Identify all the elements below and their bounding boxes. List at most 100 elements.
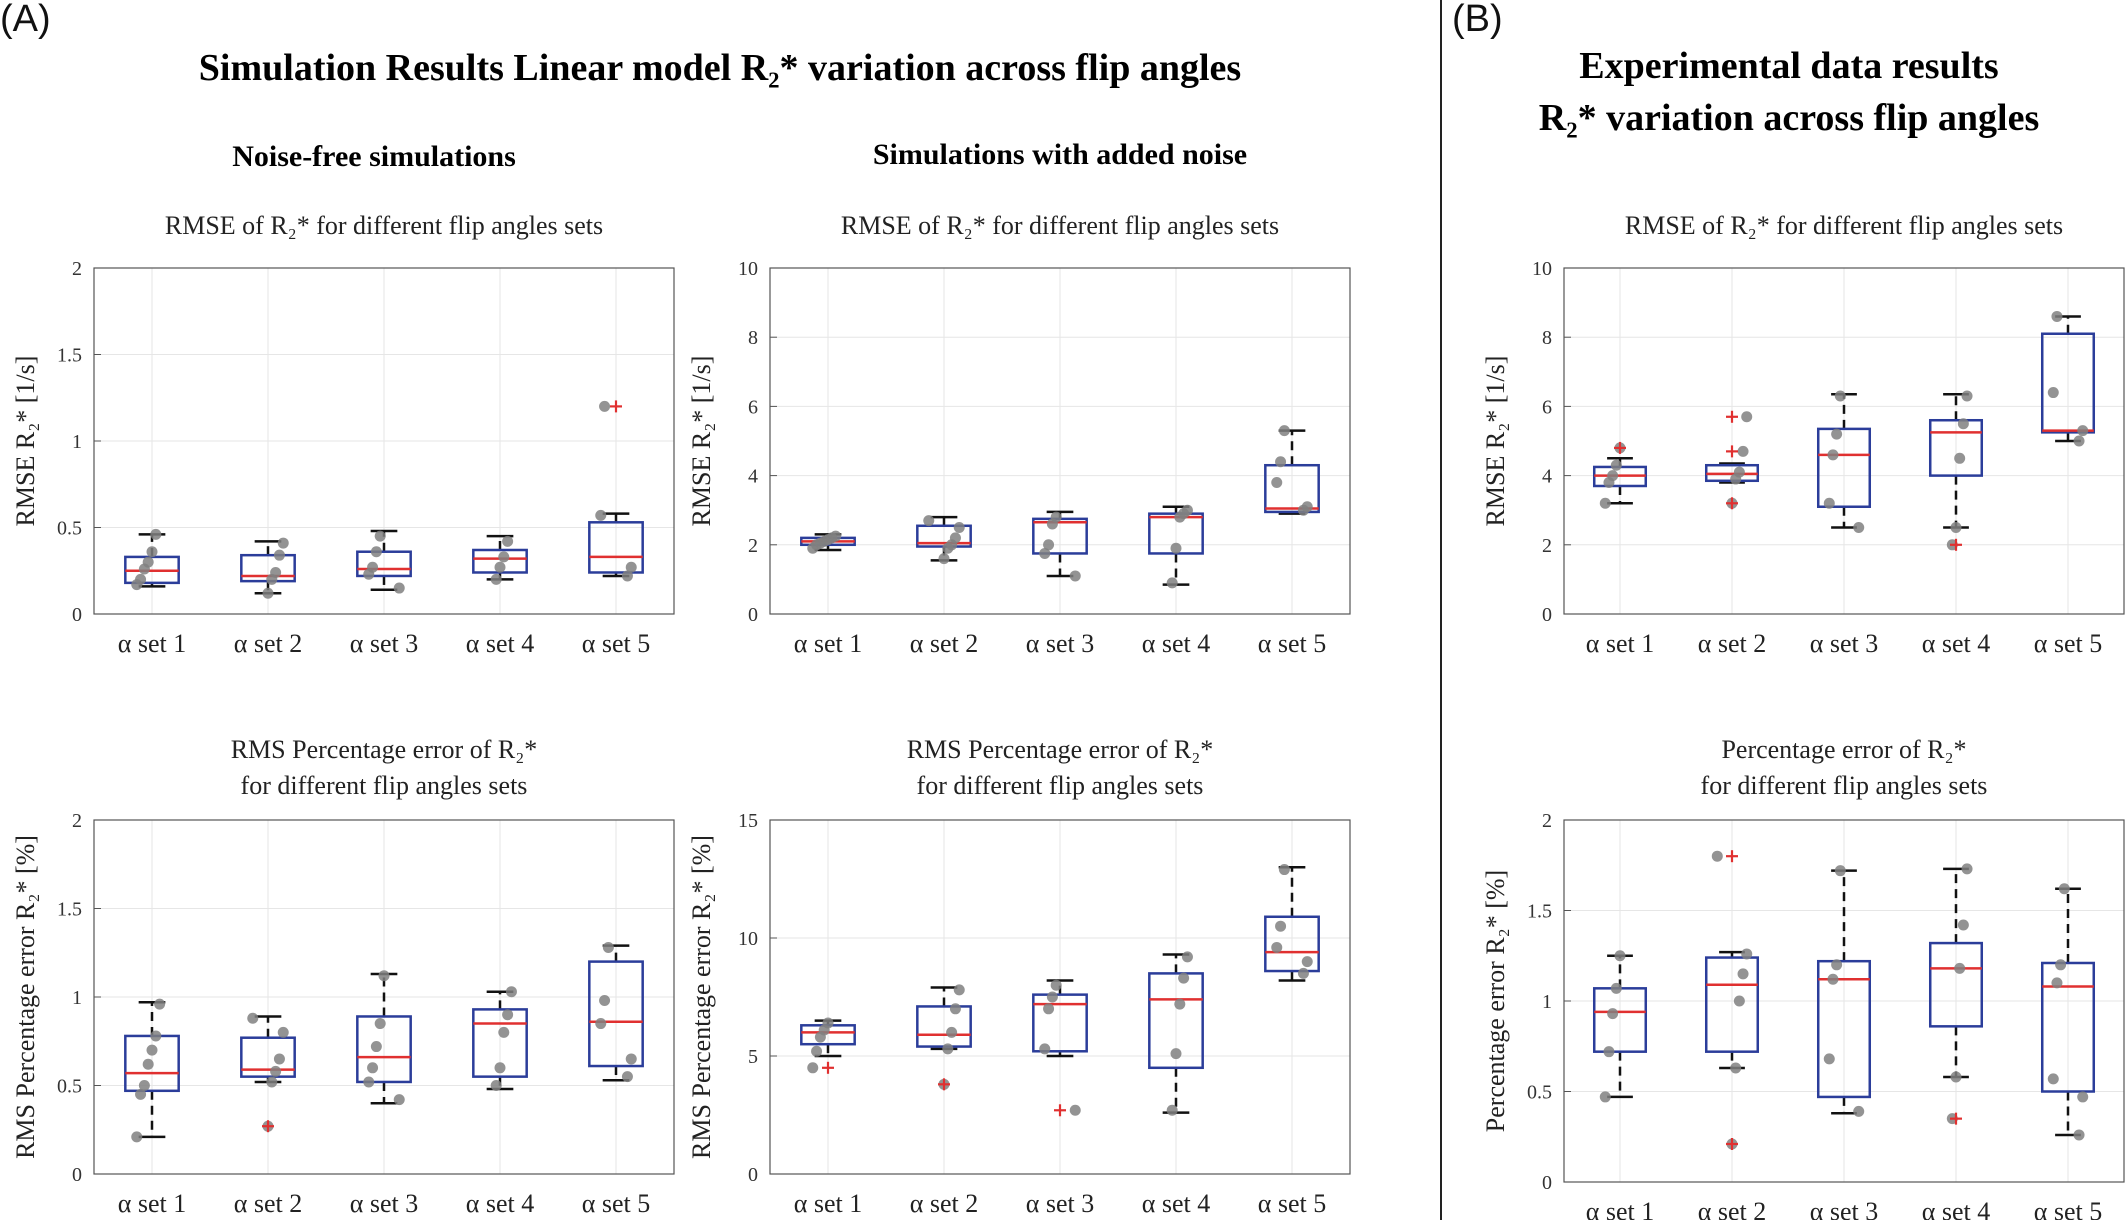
x-tick-label: α set 1 [794,629,863,658]
x-tick-label: α set 2 [910,629,979,658]
data-point [1957,418,1969,430]
data-point [1610,982,1622,994]
y-tick-label: 0.5 [57,1076,82,1098]
data-point [1823,497,1835,509]
box-iqr [356,1015,412,1084]
y-tick-label: 0 [748,1164,758,1186]
data-point [374,530,386,542]
y-tick-label: 15 [738,810,758,832]
box-iqr [1264,463,1320,514]
data-point [277,537,289,549]
data-point [822,1017,834,1029]
y-tick-label: 1 [72,431,82,453]
data-point [1301,501,1313,513]
data-point [393,1094,405,1106]
panel-a-title: Simulation Results Linear model R₂* vari… [198,47,1242,89]
y-tick-label: 0.5 [1527,1082,1552,1104]
data-point [135,573,147,585]
data-point [266,1076,278,1088]
x-tick-label: α set 1 [794,1189,863,1218]
box-2 [916,515,972,565]
y-tick-label: 10 [738,258,758,280]
data-point [490,573,502,585]
data-point [1181,951,1193,963]
chart-title-line: for different flip angles sets [241,771,528,800]
data-point [1297,967,1309,979]
x-tick-label: α set 1 [118,629,187,658]
plot-frame [93,819,675,1175]
data-point [811,1045,823,1057]
panel-b-title-line1: Experimental data results [1579,45,1999,87]
box-4 [1928,863,1984,1125]
box-iqr [1704,956,1760,1053]
x-tick-label: α set 4 [1922,629,1991,658]
y-tick-label: 4 [748,466,758,488]
data-point [621,1071,633,1083]
y-tick-label: 1.5 [1527,901,1552,923]
plot-frame [1563,267,2125,615]
data-point [1166,1104,1178,1116]
data-point [393,582,405,594]
data-point [2073,435,2085,447]
data-point [146,546,158,558]
box-3 [1032,510,1088,582]
box-iqr [2040,961,2096,1093]
x-tick-label: α set 5 [582,1189,651,1218]
data-point [1043,1003,1055,1015]
data-point [949,532,961,544]
data-point [494,561,506,573]
data-point [1737,968,1749,980]
y-tick-label: 2 [72,810,82,832]
data-point [595,509,607,521]
y-tick-label: 8 [1542,327,1552,349]
data-point [502,1009,514,1021]
data-point [1954,962,1966,974]
data-point [1737,445,1749,457]
plot-frame [93,267,675,615]
x-tick-label: α set 3 [350,1189,419,1218]
panel-divider [1440,0,1442,1220]
panel-b-title-line2: R₂* variation across flip angles [1538,97,2040,139]
data-point [938,553,950,565]
box-iqr [1928,941,1984,1028]
x-tick-label: α set 4 [1142,629,1211,658]
chart-title-line: RMSE of R₂* for different flip angles se… [841,211,1279,240]
x-tick-label: α set 3 [1026,1189,1095,1218]
data-point [1831,959,1843,971]
data-point [1178,972,1190,984]
data-point [923,515,935,527]
chart-title-line: RMSE of R₂* for different flip angles se… [165,211,603,240]
box-iqr [1032,993,1088,1053]
box-2 [240,537,296,599]
data-point [1961,390,1973,402]
box-4 [472,986,528,1091]
panel-a-subtitle-noise: Simulations with added noise [872,138,1248,171]
data-point [142,1058,154,1070]
data-point [625,561,637,573]
data-point [2055,959,2067,971]
data-point [1039,547,1051,559]
data-point [1039,1043,1051,1055]
data-point [370,546,382,558]
chart-title-line: for different flip angles sets [1701,771,1988,800]
chart-b-pct: Percentage error of R₂* for different fli… [1481,735,2125,1220]
data-point [490,1080,502,1091]
y-tick-label: 10 [738,928,758,950]
y-axis-label: RMSE R₂* [1/s] [687,356,716,527]
chart-title-line: RMS Percentage error of R₂* [231,735,538,764]
chart-title-line: Percentage error of R₂* [1721,735,1966,764]
x-tick-label: α set 5 [582,629,651,658]
box-iqr [356,550,412,578]
data-point [1271,941,1283,953]
chart-a-pct-noisefree: RMS Percentage error of R₂* for different… [11,735,675,1218]
panel-b-letter: (B) [1452,0,1503,40]
chart-title-line: RMS Percentage error of R₂* [907,735,1214,764]
y-axis-label: RMS Percentage error R₂* [%] [687,835,716,1159]
y-tick-label: 10 [1532,258,1552,280]
data-point [942,1043,954,1055]
box-1 [1592,441,1648,509]
box-4 [1148,951,1204,1116]
y-tick-label: 0 [72,1164,82,1186]
x-tick-label: α set 5 [1258,629,1327,658]
